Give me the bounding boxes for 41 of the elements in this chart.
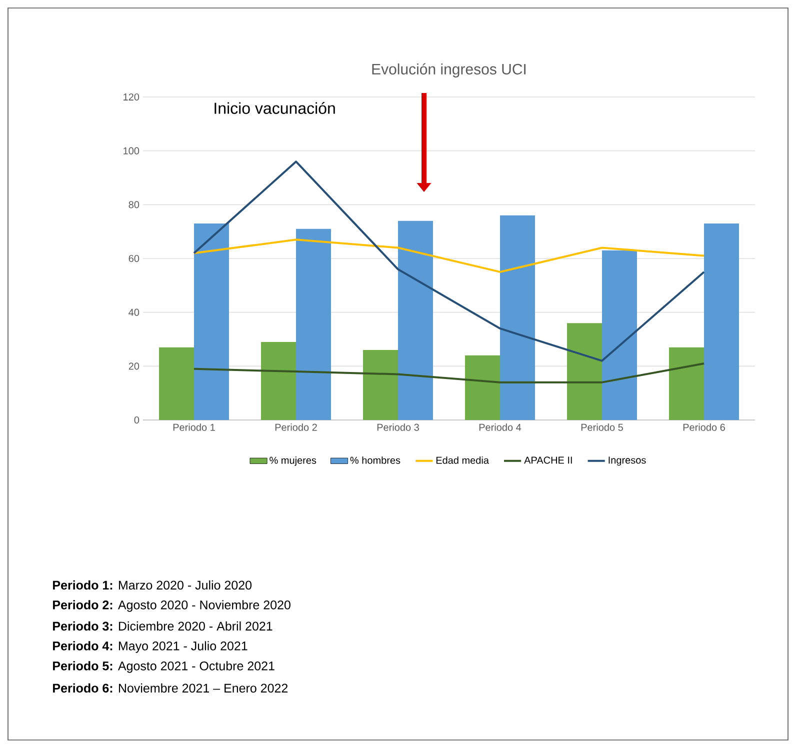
line-series	[193, 160, 705, 362]
x-tick-label: Periodo 1	[173, 424, 215, 431]
legend-label: Ingresos	[608, 456, 646, 466]
y-tick-label: 20	[128, 362, 140, 370]
y-tick-label: 100	[124, 147, 140, 154]
bar	[194, 224, 230, 420]
legend-label: % hombres	[350, 456, 400, 464]
y-tick-label: 40	[128, 308, 140, 316]
text: Periodo 1: Marzo 2020 - Julio 2020	[53, 580, 252, 590]
x-tick-label: Periodo 3	[377, 424, 419, 431]
y-tick-label: 0	[134, 416, 140, 424]
text: Periodo 4: Mayo 2021 - Julio 2021	[53, 641, 248, 653]
bar	[500, 215, 535, 420]
bar	[465, 355, 500, 420]
bar	[398, 220, 433, 420]
y-tick-label: 120	[124, 93, 140, 101]
x-tick-label: Periodo 5	[581, 424, 623, 431]
legend-label: APACHE II	[524, 456, 572, 464]
x-tick-label: Periodo 6	[683, 424, 725, 431]
bar	[704, 224, 739, 420]
bar	[567, 323, 602, 420]
x-tick-label: Periodo 2	[275, 424, 317, 431]
chart-title: Evolución ingresos UCI	[372, 63, 526, 78]
legend-label: % mujeres	[270, 456, 316, 466]
bar	[296, 228, 331, 420]
text: Periodo 3: Diciembre 2020 - Abril 2021	[53, 621, 272, 631]
bar	[602, 250, 637, 420]
text: Periodo 2: Agosto 2020 - Noviembre 2020	[53, 600, 290, 612]
text: Periodo 5: Agosto 2021 - Octubre 2021	[53, 661, 274, 673]
bar	[363, 350, 398, 420]
x-tick-label: Periodo 4	[479, 424, 522, 431]
legend-label: Edad media	[436, 456, 489, 464]
bar	[159, 347, 194, 420]
bar	[261, 342, 296, 420]
bar	[669, 347, 704, 420]
annotation: Inicio vacunación	[214, 102, 335, 114]
text: Periodo 6: Noviembre 2021 – Enero 2022	[53, 683, 288, 693]
y-tick-label: 80	[128, 201, 140, 208]
line-series	[193, 238, 705, 273]
line-series	[193, 362, 705, 384]
y-tick-label: 60	[128, 254, 140, 262]
